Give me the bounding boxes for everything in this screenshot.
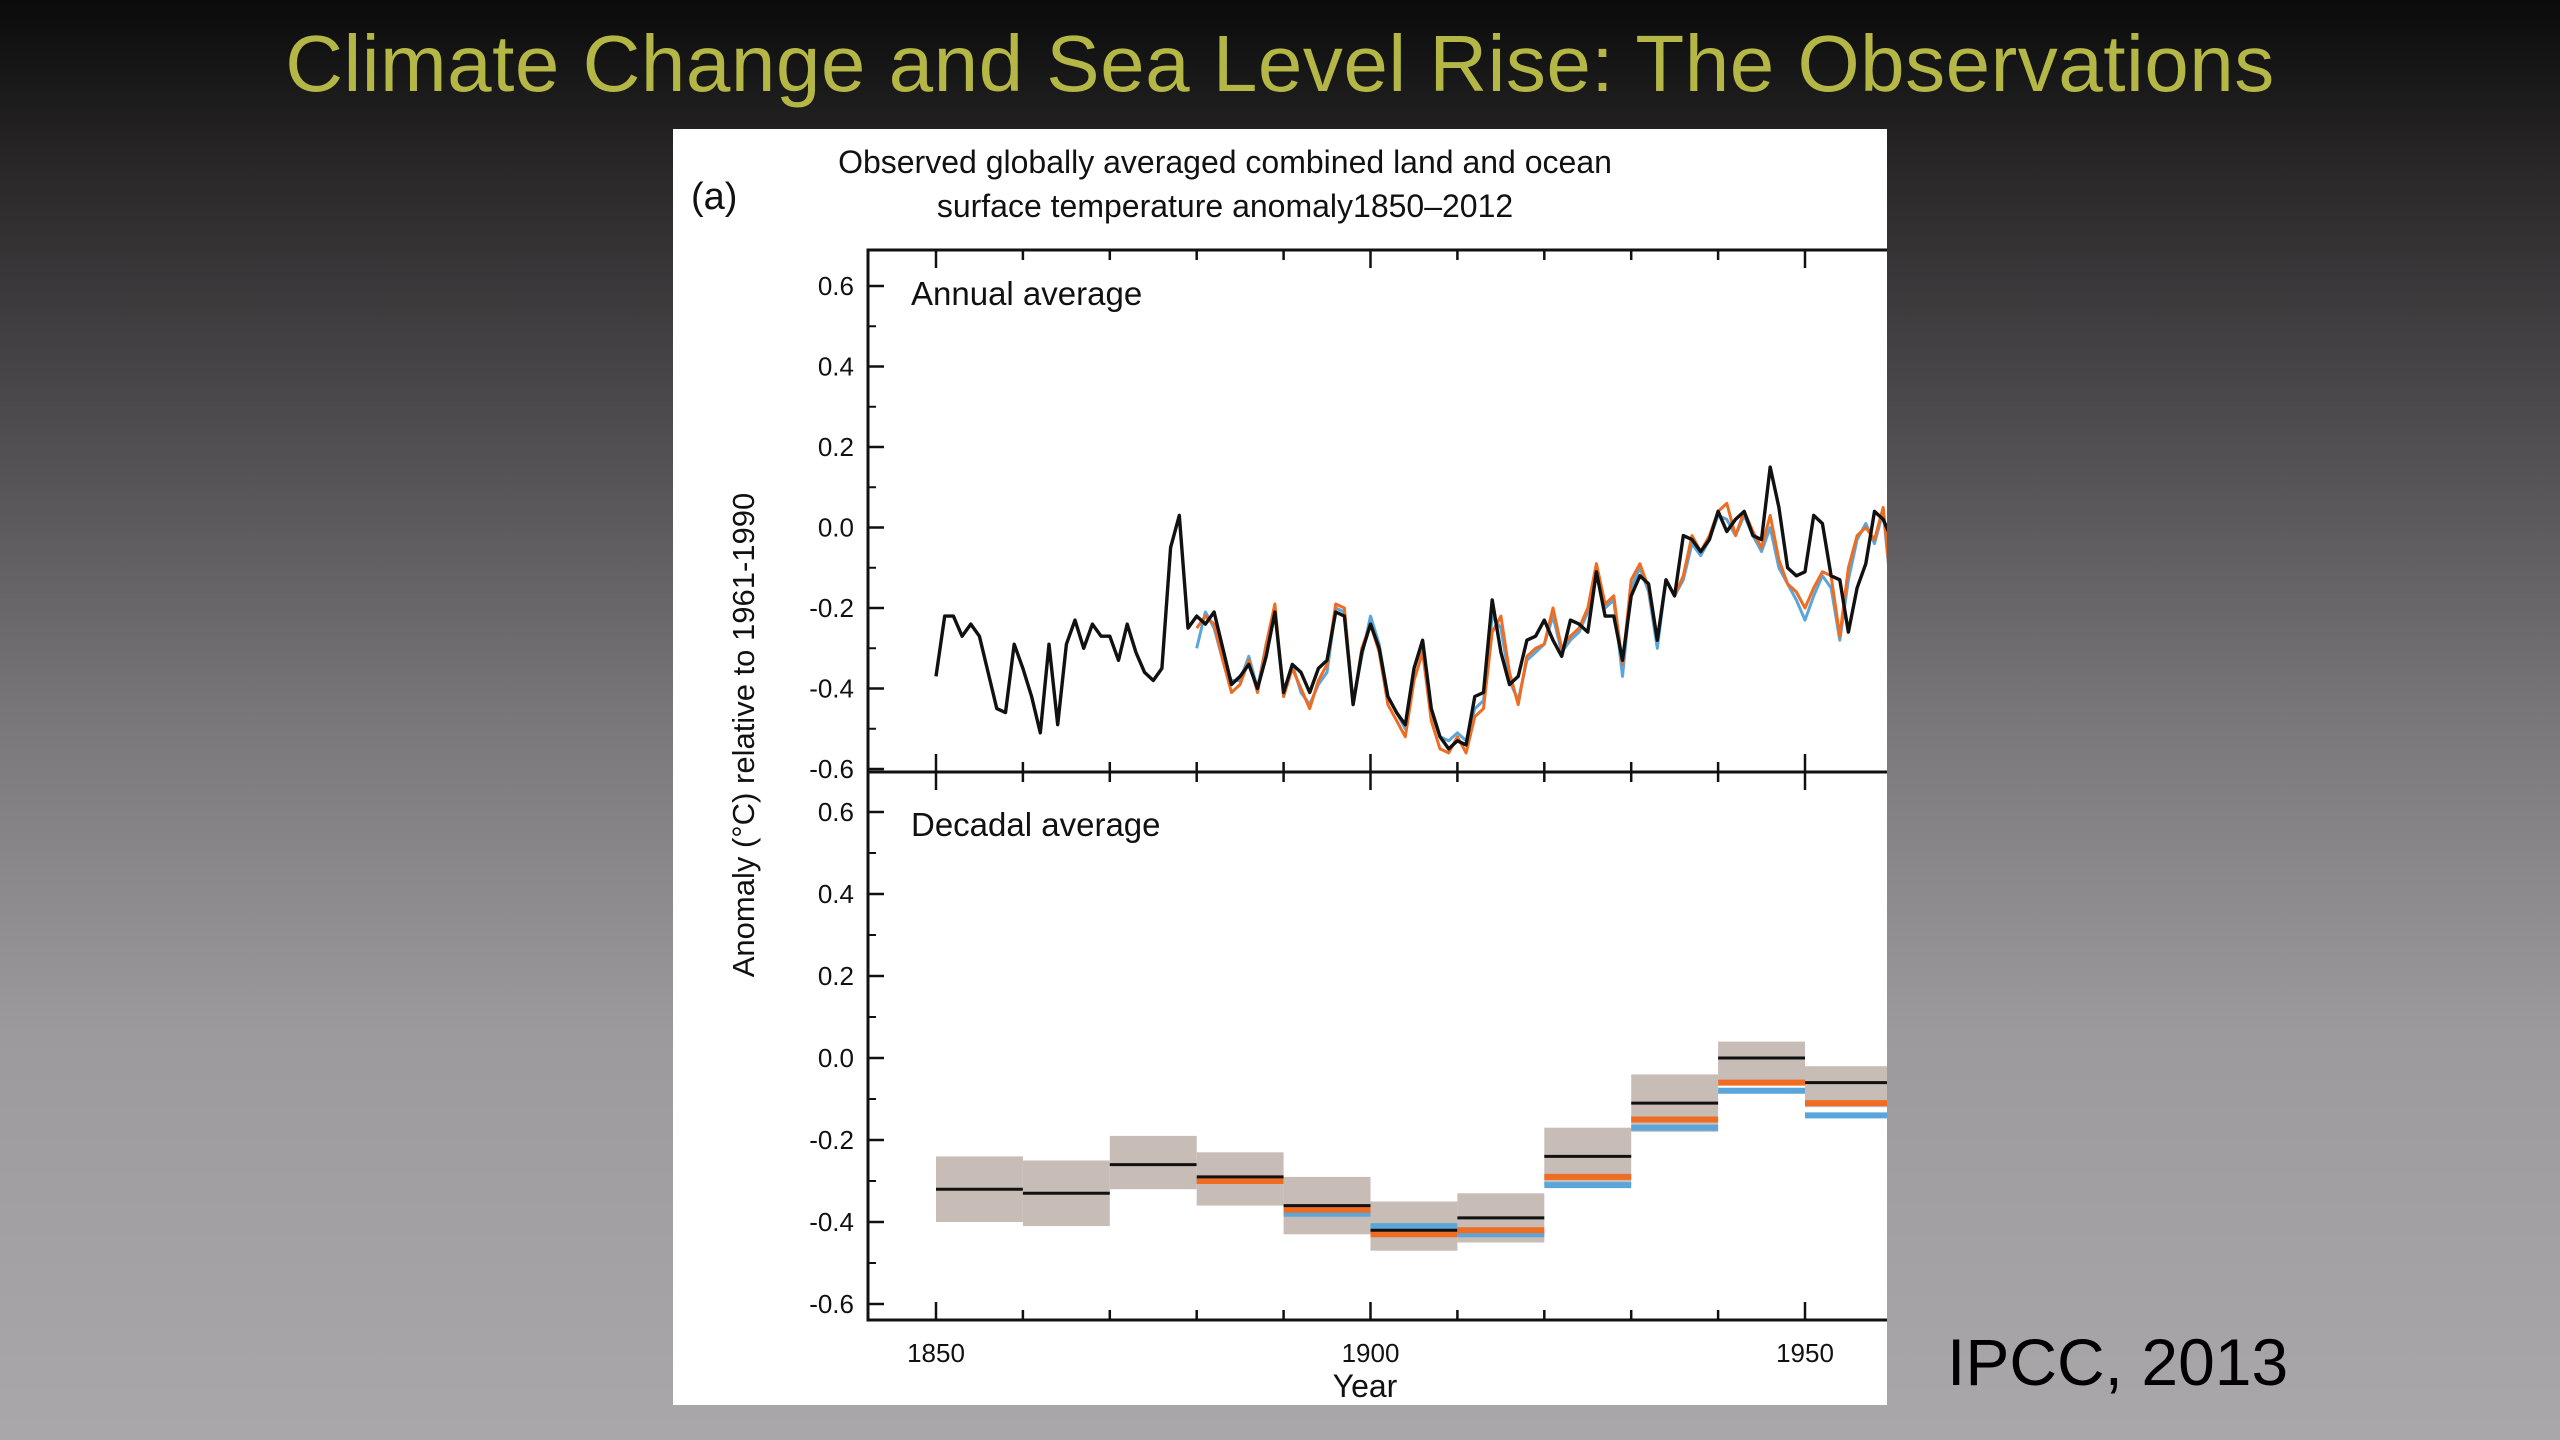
x-axis-label: Year <box>1333 1368 1398 1404</box>
annual-y-tick-label: -0.2 <box>809 593 854 623</box>
y-axis-label: Anomaly (°C) relative to 1961-1990 <box>726 493 761 978</box>
decadal-y-tick-label: -0.4 <box>809 1207 854 1237</box>
annual-line-orange <box>1195 501 1887 755</box>
decadal-y-tick-label: 0.0 <box>818 1043 854 1073</box>
x-tick-label: 1900 <box>1342 1338 1400 1368</box>
annual-y-tick-label: 0.6 <box>818 271 854 301</box>
axis-ticks: 0.6 0.6 0.4 0.4 0.2 0.2 0.0 0.0 -0.2 -0.2 -0.4 -0.4… <box>809 250 1834 1368</box>
annual-y-tick-label: 0.2 <box>818 432 854 462</box>
decadal-uncertainty-box <box>1718 1041 1805 1083</box>
decadal-panel-label: Decadal average <box>911 806 1161 843</box>
decadal-y-tick-label: 0.4 <box>818 879 854 909</box>
ipcc-figure-panel: (a) Observed globally averaged combined … <box>673 129 1887 1405</box>
annual-y-tick-label: 0.4 <box>818 352 854 382</box>
annual-series <box>934 465 1887 755</box>
source-credit: IPCC, 2013 <box>1947 1325 2289 1399</box>
annual-y-tick-label: 0.0 <box>818 513 854 543</box>
annual-line-black <box>934 465 1887 751</box>
annual-line-blue <box>1195 509 1887 743</box>
temperature-anomaly-chart: (a) Observed globally averaged combined … <box>691 144 1887 1404</box>
decadal-y-tick-label: -0.2 <box>809 1125 854 1155</box>
x-tick-label: 1950 <box>1776 1338 1834 1368</box>
slide-title: Climate Change and Sea Level Rise: The O… <box>285 19 2275 108</box>
chart-title-line2: surface temperature anomaly1850–2012 <box>937 188 1513 224</box>
decadal-plot-frame <box>866 770 1887 1322</box>
annual-panel-label: Annual average <box>911 275 1142 312</box>
annual-y-tick-label: -0.4 <box>809 674 854 704</box>
decadal-y-tick-label: 0.2 <box>818 961 854 991</box>
annual-plot-frame <box>866 248 1887 774</box>
panel-label: (a) <box>691 176 737 218</box>
decadal-y-tick-label: -0.6 <box>809 1289 854 1319</box>
x-tick-label: 1850 <box>907 1338 965 1368</box>
decadal-uncertainty-box <box>1109 1135 1197 1190</box>
annual-y-tick-label: -0.6 <box>809 754 854 784</box>
chart-title-line1: Observed globally averaged combined land… <box>838 144 1612 180</box>
decadal-marks <box>936 1041 1887 1251</box>
decadal-y-tick-label: 0.6 <box>818 797 854 827</box>
